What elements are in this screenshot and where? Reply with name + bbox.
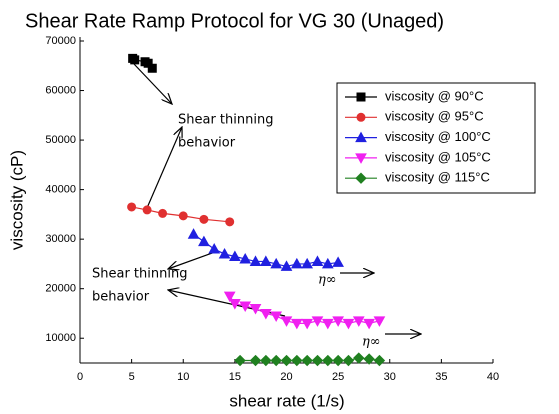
chart-title: Shear Rate Ramp Protocol for VG 30 (Unag… [25, 10, 444, 32]
data-point [260, 354, 272, 367]
data-point [332, 256, 344, 267]
data-point [208, 243, 221, 254]
legend-label: viscosity @ 105°C [385, 149, 491, 164]
x-tick-label: 10 [177, 371, 189, 383]
legend-label: viscosity @ 115°C [385, 170, 490, 185]
data-point [280, 260, 293, 271]
data-point [218, 247, 231, 259]
data-point [352, 316, 365, 327]
annotation: behavior [92, 290, 150, 305]
x-tick-label: 25 [332, 371, 344, 383]
y-tick-label: 70000 [45, 35, 76, 47]
data-point [311, 255, 324, 266]
data-point [280, 316, 293, 327]
data-point [223, 291, 236, 303]
x-tick-label: 40 [487, 371, 499, 383]
data-point [229, 299, 241, 310]
data-point [178, 211, 188, 221]
data-point [290, 318, 303, 330]
y-tick-label: 10000 [45, 332, 76, 344]
data-point [290, 257, 303, 269]
data-point [373, 354, 386, 367]
annotation: Shear thinning [178, 113, 273, 128]
annotation: η∞ [318, 273, 337, 288]
legend-marker [356, 112, 366, 122]
data-point [260, 308, 272, 320]
data-point [342, 354, 355, 367]
x-tick-label: 30 [384, 371, 396, 383]
data-point [130, 55, 140, 65]
data-point [332, 316, 344, 327]
data-point [322, 354, 334, 367]
data-point [301, 318, 313, 330]
legend-label: viscosity @ 90°C [385, 88, 484, 103]
y-axis-label: viscosity (cP) [7, 150, 26, 250]
data-point [239, 301, 252, 313]
series-line [229, 295, 380, 324]
data-point [363, 353, 375, 365]
data-point [249, 354, 262, 367]
y-tick-label: 20000 [45, 283, 76, 295]
data-point [239, 252, 252, 264]
data-point [198, 235, 210, 247]
data-point [234, 354, 246, 367]
arrow [168, 251, 216, 269]
data-point [260, 255, 272, 266]
data-point [353, 352, 365, 364]
data-point [342, 318, 355, 330]
y-tick-label: 60000 [45, 84, 76, 96]
data-point [158, 208, 168, 218]
x-tick-label: 15 [229, 371, 241, 383]
x-tick-label: 35 [435, 371, 447, 383]
data-point [311, 354, 324, 367]
data-point [249, 255, 262, 266]
data-point [321, 318, 334, 330]
y-tick-label: 40000 [45, 184, 76, 196]
data-point [249, 304, 262, 315]
annotation: η∞ [362, 335, 381, 350]
legend-label: viscosity @ 100°C [385, 129, 491, 144]
data-point [199, 214, 209, 224]
y-tick-label: 30000 [45, 233, 76, 245]
data-point [301, 354, 313, 367]
data-point [291, 354, 303, 367]
data-point [321, 257, 334, 269]
data-point [280, 354, 293, 367]
legend-marker [355, 153, 367, 164]
data-point [301, 257, 313, 269]
data-point [187, 228, 200, 239]
data-point [270, 257, 283, 269]
data-point [373, 316, 386, 327]
data-point [332, 354, 344, 367]
data-point [127, 202, 137, 212]
legend-marker [355, 172, 367, 184]
arrow [133, 63, 172, 104]
data-point [225, 217, 235, 227]
data-point [363, 318, 375, 330]
annotation: behavior [178, 136, 236, 151]
x-axis-label: shear rate (1/s) [229, 391, 344, 410]
legend-marker [355, 131, 367, 143]
data-point [229, 250, 241, 261]
data-point [270, 354, 282, 367]
legend-marker [356, 92, 366, 102]
x-tick-label: 20 [280, 371, 292, 383]
data-point [147, 63, 157, 73]
y-tick-label: 50000 [45, 134, 76, 146]
arrow [146, 127, 182, 209]
annotation: Shear thinning [92, 267, 187, 282]
legend-label: viscosity @ 95°C [385, 109, 484, 124]
x-tick-label: 5 [129, 371, 135, 383]
data-point [142, 205, 152, 215]
x-tick-label: 0 [77, 371, 83, 383]
data-point [270, 311, 283, 322]
data-point [311, 316, 324, 327]
